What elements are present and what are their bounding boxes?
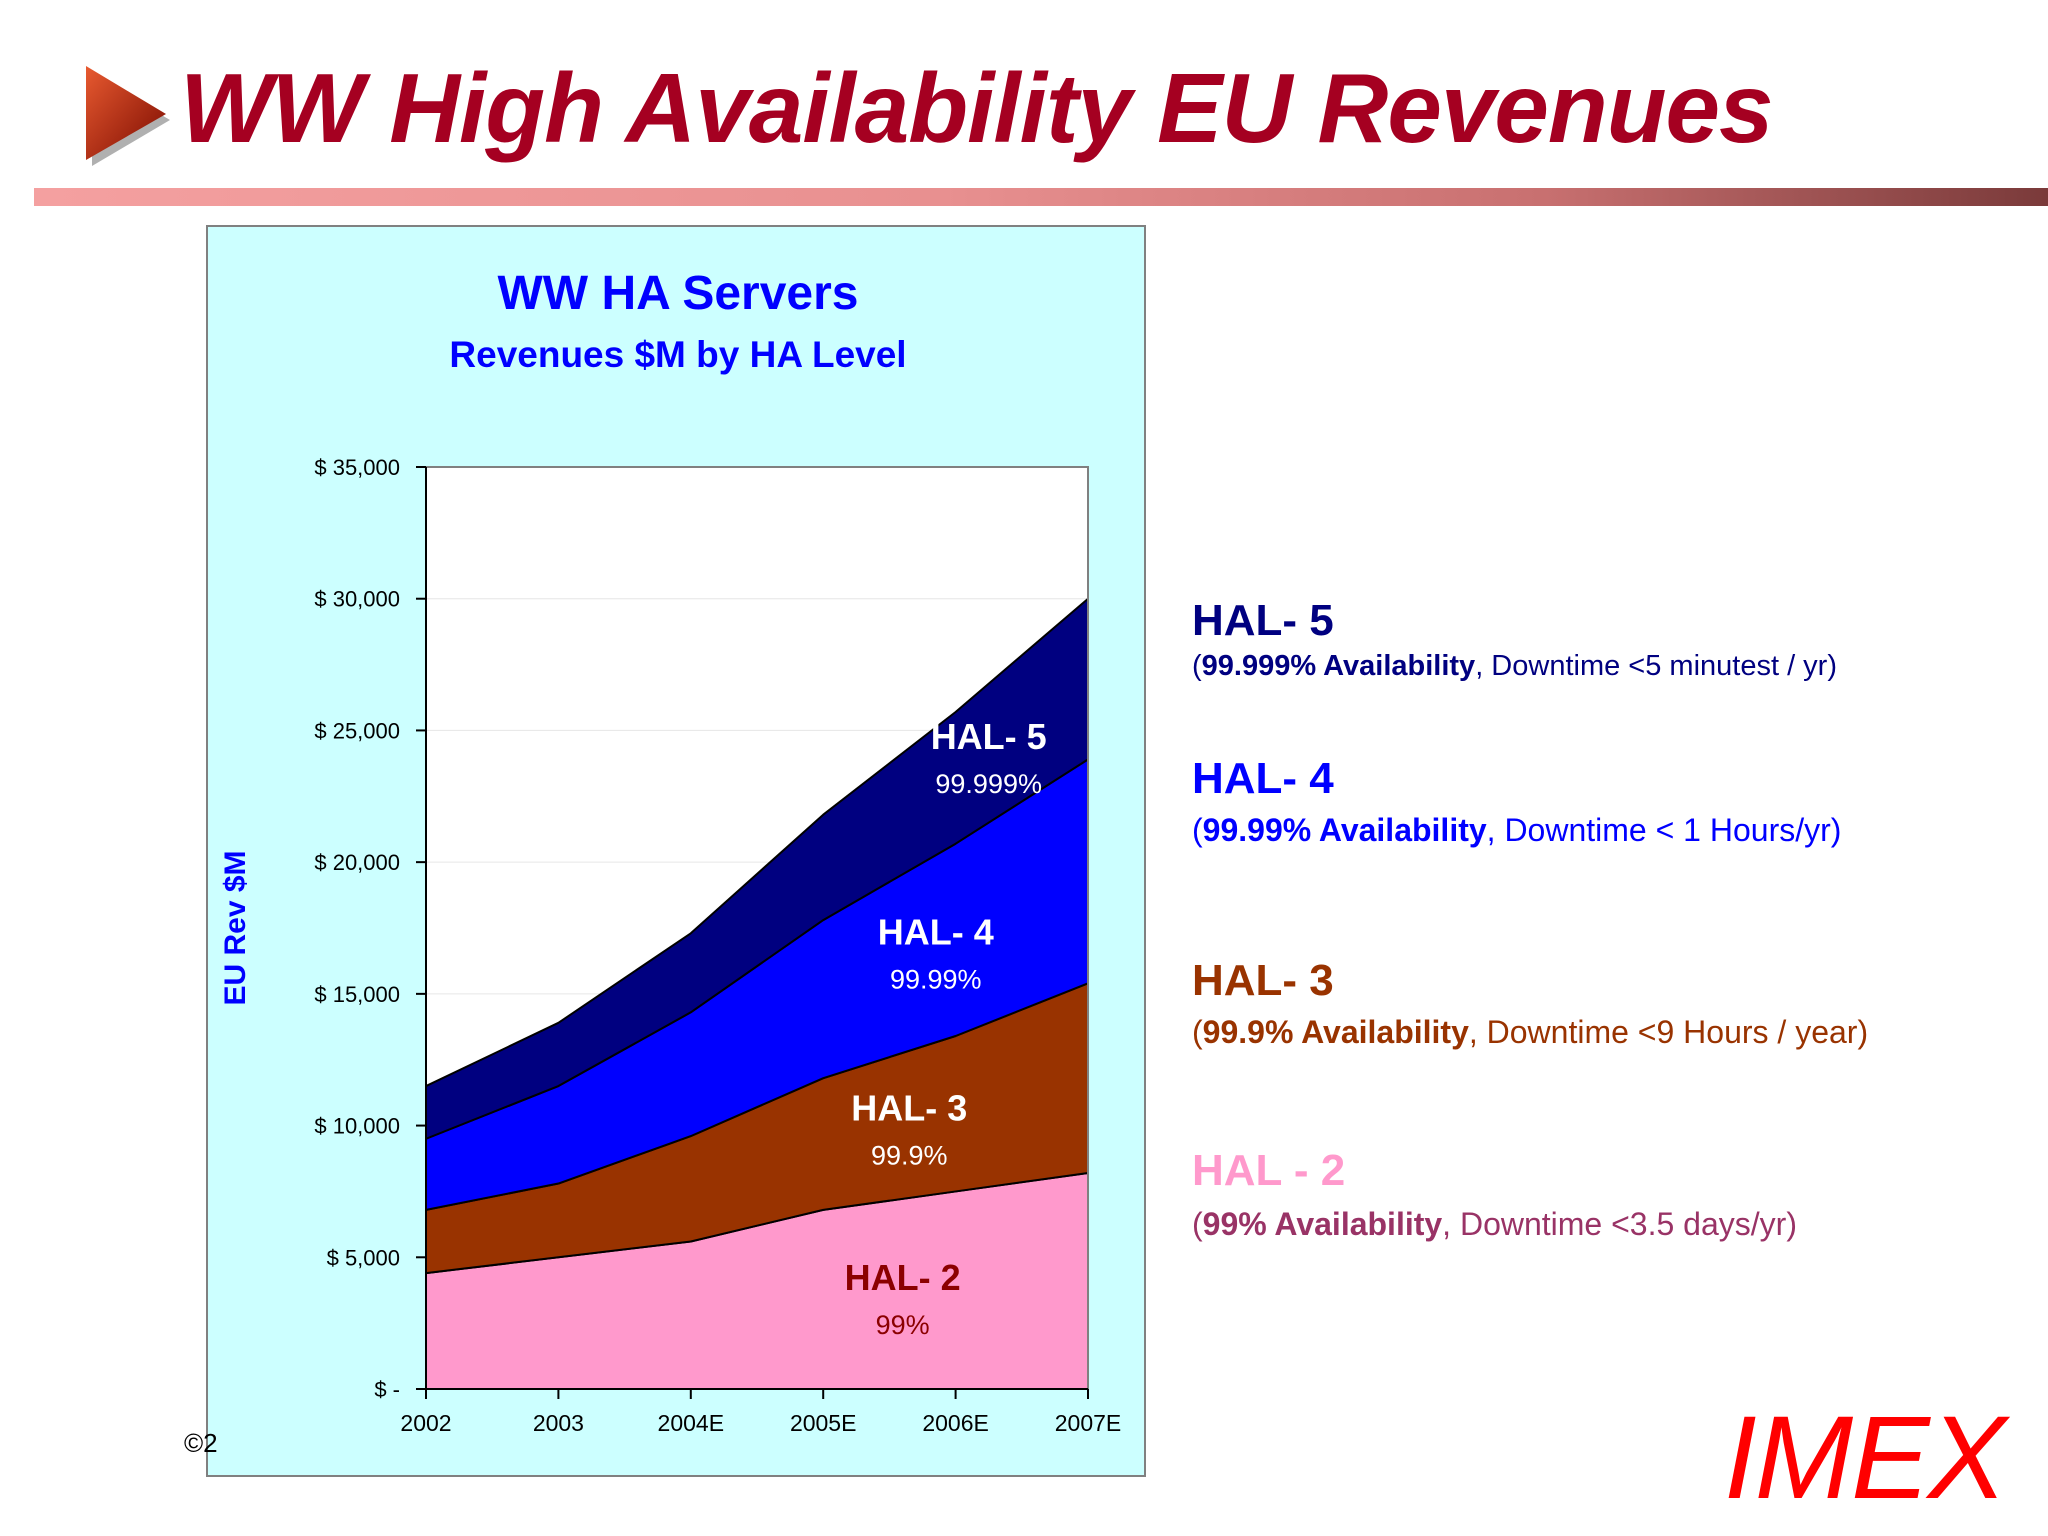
- legend-hal3-title: HAL- 3: [1192, 956, 1334, 1005]
- series-sublabel: 99.99%: [890, 965, 982, 995]
- legend-hal2-title: HAL - 2: [1192, 1146, 1346, 1195]
- imex-logo: IMEX: [1724, 1392, 2006, 1524]
- series-sublabel: 99.999%: [935, 769, 1042, 799]
- x-tick-label: 2003: [533, 1410, 584, 1436]
- legend-hal3-desc: (99.9% Availability, Downtime <9 Hours /…: [1192, 1014, 1869, 1050]
- series-label: HAL- 5: [931, 716, 1047, 757]
- y-tick-label: $ 20,000: [314, 850, 400, 875]
- x-tick-label: 2006E: [922, 1410, 989, 1436]
- x-tick-label: 2004E: [658, 1410, 725, 1436]
- legend-hal2-desc: (99% Availability, Downtime <3.5 days/yr…: [1192, 1206, 1797, 1242]
- chart-panel: WW HA Servers Revenues $M by HA Level $ - $…: [206, 225, 1146, 1477]
- y-axis-label: EU Rev $M: [219, 850, 252, 1005]
- legend-hal2-downtime: , Downtime <3.5 days/yr): [1442, 1206, 1797, 1242]
- y-tick-label: $ 15,000: [314, 982, 400, 1007]
- legend-hal3-availability: 99.9% Availability: [1202, 1014, 1469, 1050]
- area-chart: WW HA Servers Revenues $M by HA Level $ - $…: [219, 267, 1122, 1436]
- legend-hal4-title: HAL- 4: [1192, 754, 1334, 803]
- y-tick-label: $ 30,000: [314, 587, 400, 612]
- title-divider: [34, 188, 2048, 206]
- slide-title: WW High Availability EU Revenues: [180, 53, 1774, 163]
- chart-title: WW HA Servers: [498, 267, 859, 320]
- y-tick-label: $ 5,000: [327, 1245, 400, 1270]
- legend-hal2-availability: 99% Availability: [1202, 1206, 1443, 1242]
- legend-hal4-desc: (99.99% Availability, Downtime < 1 Hours…: [1192, 812, 1842, 848]
- legend-hal5-desc: (99.999% Availability, Downtime <5 minut…: [1192, 650, 1837, 682]
- copyright-text: ©2: [184, 1428, 218, 1458]
- series-label: HAL- 4: [878, 912, 994, 953]
- legend-hal5-downtime: , Downtime <5 minutest / yr): [1475, 650, 1837, 682]
- series-label: HAL- 2: [845, 1257, 961, 1298]
- y-tick-label: $ 35,000: [314, 455, 400, 480]
- title-arrow-icon: [86, 66, 170, 166]
- legend-hal5-availability: 99.999% Availability: [1201, 650, 1476, 682]
- legend-hal3-downtime: , Downtime <9 Hours / year): [1468, 1014, 1869, 1050]
- series-sublabel: 99.9%: [871, 1140, 948, 1170]
- x-tick-label: 2002: [400, 1410, 451, 1436]
- x-tick-label: 2007E: [1055, 1410, 1122, 1436]
- y-tick-label: $ 10,000: [314, 1114, 400, 1139]
- legend-hal4-availability: 99.99% Availability: [1202, 812, 1487, 848]
- chart-subtitle: Revenues $M by HA Level: [449, 334, 906, 375]
- legend-hal4-downtime: , Downtime < 1 Hours/yr): [1486, 812, 1842, 848]
- y-tick-label: $ 25,000: [314, 718, 400, 743]
- x-tick-label: 2005E: [790, 1410, 857, 1436]
- y-tick-label: $ -: [374, 1377, 400, 1402]
- series-label: HAL- 3: [851, 1087, 967, 1128]
- series-sublabel: 99%: [876, 1310, 930, 1340]
- legend-hal5-title: HAL- 5: [1192, 596, 1334, 645]
